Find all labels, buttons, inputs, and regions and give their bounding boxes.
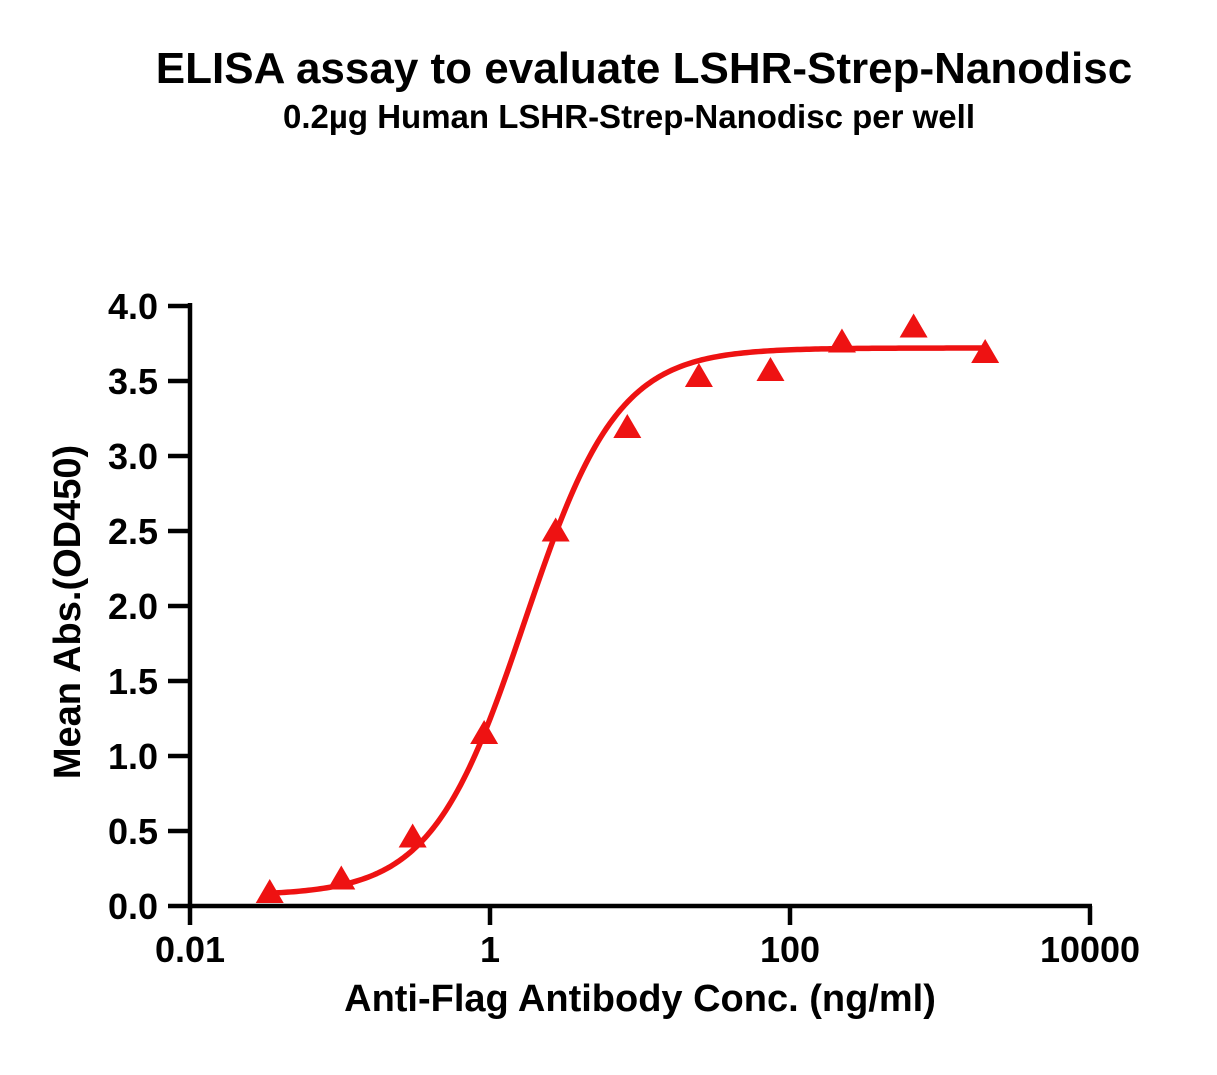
data-point-marker (756, 357, 785, 381)
y-tick-label: 1.0 (108, 736, 158, 777)
data-point-marker (255, 879, 284, 903)
y-tick-label: 1.5 (108, 661, 158, 702)
x-tick-label: 10000 (1040, 929, 1140, 970)
y-tick-label: 0.0 (108, 886, 158, 927)
data-point-marker (684, 363, 713, 387)
x-tick-label: 0.01 (155, 929, 225, 970)
y-tick-label: 0.5 (108, 811, 158, 852)
fit-curve (266, 345, 988, 896)
data-point-marker (470, 720, 499, 744)
x-axis-title: Anti-Flag Antibody Conc. (ng/ml) (344, 978, 936, 1020)
y-tick-label: 4.0 (108, 286, 158, 327)
y-tick-label: 3.5 (108, 361, 158, 402)
x-tick-label: 1 (480, 929, 500, 970)
figure-subtitle: 0.2µg Human LSHR-Strep-Nanodisc per well (283, 98, 975, 135)
figure-title: ELISA assay to evaluate LSHR-Strep-Nanod… (155, 44, 1133, 93)
y-tick-label: 2.0 (108, 586, 158, 627)
data-point-marker (827, 328, 856, 353)
data-point-marker (541, 517, 570, 542)
data-point-marker (613, 414, 642, 438)
data-point-marker (327, 865, 356, 890)
y-tick-label: 3.0 (108, 436, 158, 477)
x-tick-label: 100 (760, 929, 820, 970)
y-tick-label: 2.5 (108, 511, 158, 552)
data-point-marker (971, 339, 1000, 363)
data-point-marker (899, 313, 928, 338)
data-point-marker (398, 823, 427, 848)
